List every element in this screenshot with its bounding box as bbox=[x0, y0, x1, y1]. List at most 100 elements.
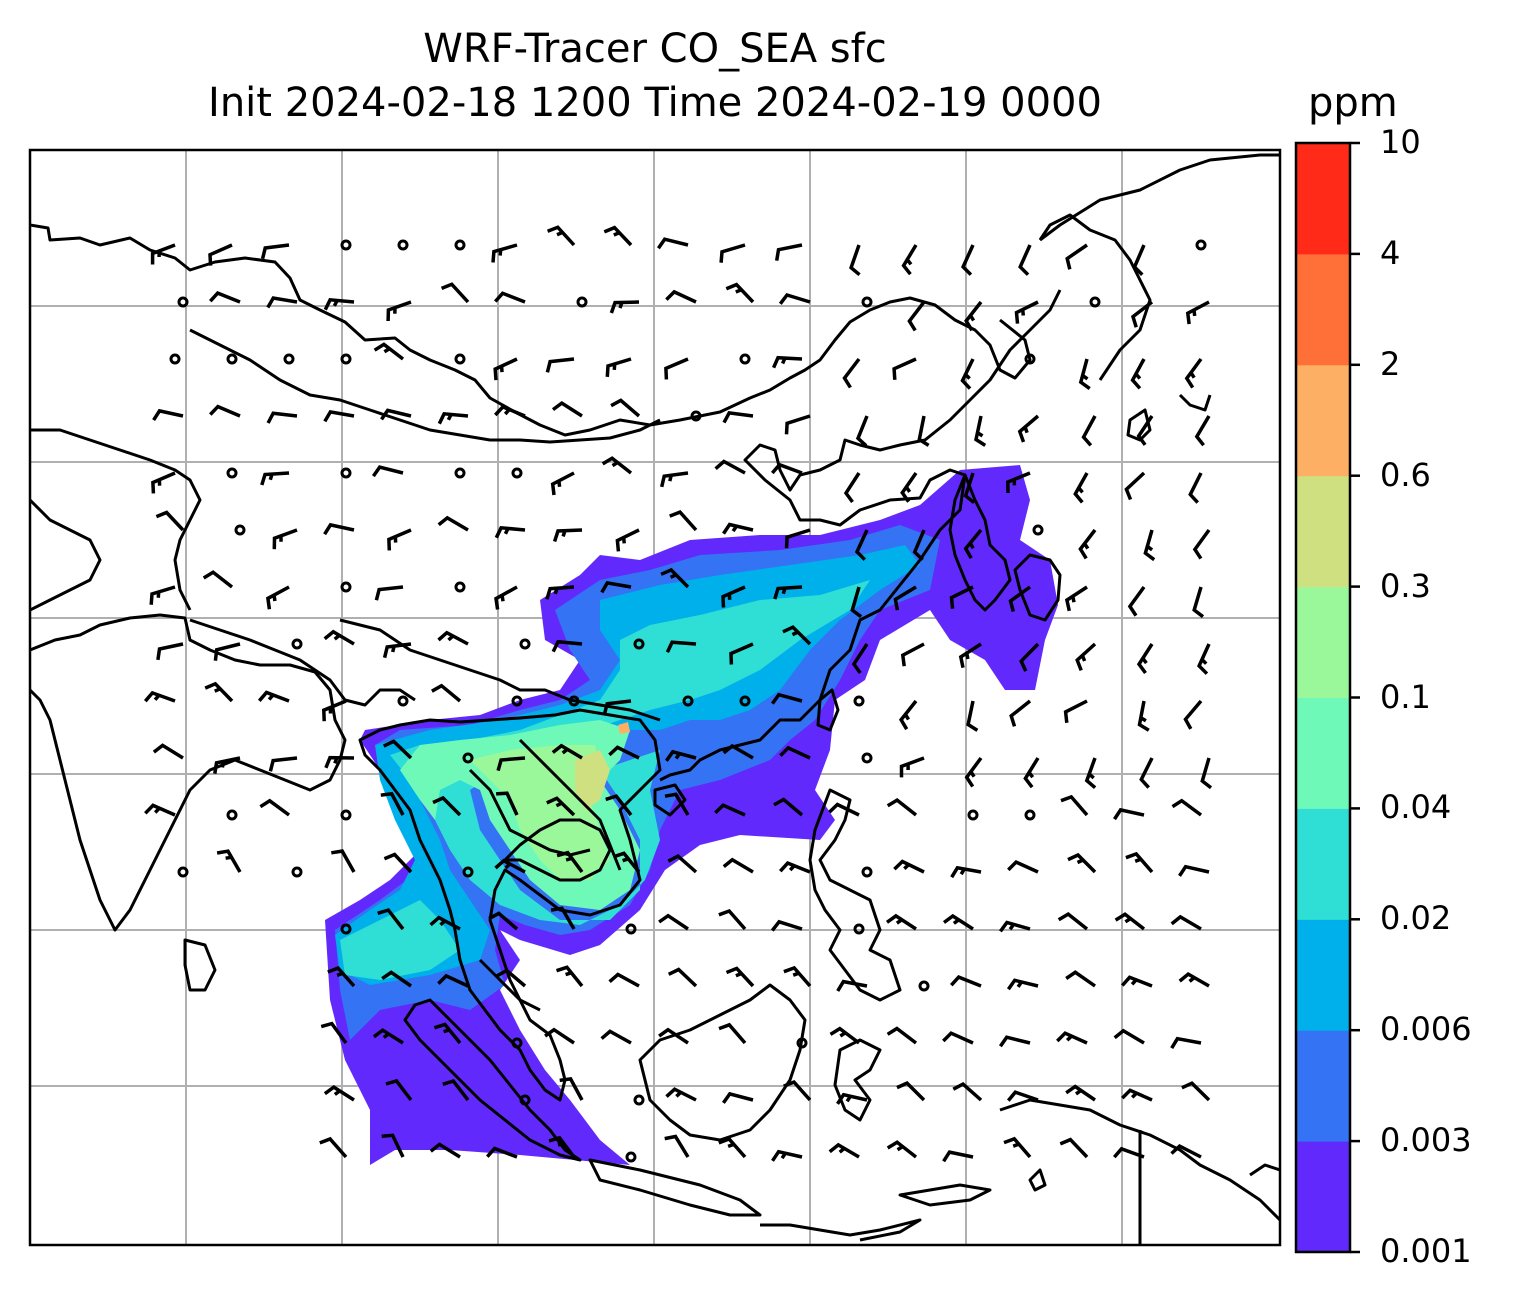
wind-barb bbox=[548, 1135, 576, 1159]
colorbar-tick-label: 10 bbox=[1380, 123, 1421, 161]
wind-barb bbox=[320, 1021, 348, 1045]
wind-barb bbox=[144, 803, 176, 817]
wind-barb bbox=[722, 522, 754, 535]
coastline-korea-china bbox=[659, 289, 1062, 782]
wind-barb bbox=[322, 699, 347, 722]
wind-barb-calm bbox=[576, 296, 588, 308]
wind-barb bbox=[1200, 757, 1213, 790]
wind-barb-calm bbox=[291, 866, 303, 878]
wind-barb-calm bbox=[177, 866, 189, 878]
border-himalaya bbox=[189, 618, 416, 707]
wind-barb-calm bbox=[1089, 296, 1101, 308]
wind-barb bbox=[150, 243, 176, 265]
wind-barb bbox=[603, 225, 633, 247]
wind-barb-calm bbox=[454, 467, 466, 479]
wind-barb-calm bbox=[340, 809, 352, 821]
wind-barb bbox=[771, 355, 803, 369]
wind-barb bbox=[493, 357, 518, 381]
wind-barb bbox=[331, 849, 356, 873]
wind-barb bbox=[851, 643, 869, 675]
wind-barb bbox=[204, 681, 234, 703]
colorbar-swatch bbox=[1296, 253, 1350, 366]
wind-barb bbox=[784, 528, 811, 549]
wind-barb-calm bbox=[519, 1094, 531, 1106]
wind-barb bbox=[722, 857, 754, 874]
wind-barb-calm bbox=[1024, 809, 1036, 821]
coastline-myanmar-thailand bbox=[358, 708, 662, 1102]
coastline-sulawesi bbox=[833, 1038, 882, 1122]
wind-barb bbox=[1059, 1137, 1089, 1159]
wind-barb bbox=[152, 408, 184, 422]
colorbar-swatch bbox=[1296, 1030, 1350, 1142]
wind-barb bbox=[829, 1026, 861, 1045]
wind-barb bbox=[1124, 471, 1146, 501]
wind-barb bbox=[725, 966, 755, 988]
wind-barb bbox=[545, 357, 575, 373]
wind-barb bbox=[429, 1142, 461, 1159]
wind-barb-calm bbox=[1195, 239, 1207, 251]
colorbar-tick-label: 0.003 bbox=[1380, 1121, 1472, 1160]
wind-barb bbox=[942, 1150, 974, 1163]
coastline-java bbox=[588, 1158, 762, 1217]
wind-barb bbox=[1084, 757, 1097, 790]
wind-barb bbox=[1056, 1031, 1088, 1045]
wind-barb-calm bbox=[397, 239, 409, 251]
wind-barb bbox=[371, 465, 404, 478]
wind-barb bbox=[1007, 860, 1039, 874]
wind-barb bbox=[1006, 978, 1039, 991]
wind-barb bbox=[893, 859, 925, 874]
wind-barb bbox=[950, 865, 982, 879]
wind-barb-calm bbox=[1024, 353, 1036, 365]
wind-barb bbox=[1170, 1036, 1202, 1050]
wind-barb bbox=[373, 342, 405, 361]
wind-barb bbox=[828, 802, 860, 817]
wind-barb bbox=[963, 528, 983, 559]
wind-barb bbox=[432, 795, 462, 817]
wind-barb bbox=[722, 743, 754, 760]
wind-barb bbox=[1014, 300, 1039, 324]
wind-barb bbox=[667, 967, 698, 988]
wind-barb bbox=[149, 585, 176, 605]
wind-barb bbox=[615, 528, 640, 552]
wind-barb-calm bbox=[234, 524, 246, 536]
colorbar-tick-label: 0.6 bbox=[1380, 455, 1431, 494]
wind-barb bbox=[605, 794, 633, 817]
colorbar-swatch bbox=[1296, 1141, 1350, 1253]
wind-barb-calm bbox=[340, 353, 352, 365]
wind-barb bbox=[718, 908, 747, 931]
wind-barb bbox=[1197, 643, 1211, 675]
wind-barb bbox=[1184, 357, 1203, 389]
wind-barb bbox=[372, 1028, 404, 1045]
wind-barb bbox=[1063, 699, 1088, 723]
wind-barb-calm bbox=[340, 239, 352, 251]
wind-barb bbox=[854, 529, 869, 561]
wind-barb bbox=[387, 528, 412, 551]
wind-barb bbox=[1018, 244, 1032, 276]
wind-barb bbox=[1006, 471, 1031, 494]
wind-barb bbox=[721, 1091, 754, 1104]
wind-barb bbox=[664, 1134, 690, 1158]
colorbar-tick-label: 2 bbox=[1380, 344, 1401, 383]
wind-barb bbox=[664, 357, 689, 380]
wind-barb bbox=[1065, 1084, 1096, 1102]
wind-barb bbox=[323, 629, 355, 646]
wind-barb bbox=[600, 580, 632, 594]
tracer-level-6 bbox=[575, 750, 610, 810]
wind-barb bbox=[836, 1092, 868, 1105]
colorbar-swatch bbox=[1296, 586, 1350, 698]
wind-barb bbox=[964, 756, 983, 788]
coastline-srilanka bbox=[183, 938, 217, 992]
wind-barb bbox=[323, 522, 355, 536]
wind-barb-calm bbox=[511, 1037, 523, 1049]
wind-barb-calm bbox=[682, 695, 694, 707]
wind-barb bbox=[773, 585, 803, 600]
wind-barbs bbox=[143, 225, 1213, 1163]
wind-barb bbox=[779, 745, 811, 760]
wind-barb bbox=[1114, 912, 1146, 931]
wind-barb bbox=[266, 411, 298, 424]
colorbar-tick-label: 0.02 bbox=[1380, 899, 1452, 938]
map-plot-area bbox=[30, 150, 1280, 1245]
wind-barb bbox=[546, 796, 576, 817]
wind-barb bbox=[1139, 757, 1154, 789]
wind-barb bbox=[323, 1084, 355, 1102]
